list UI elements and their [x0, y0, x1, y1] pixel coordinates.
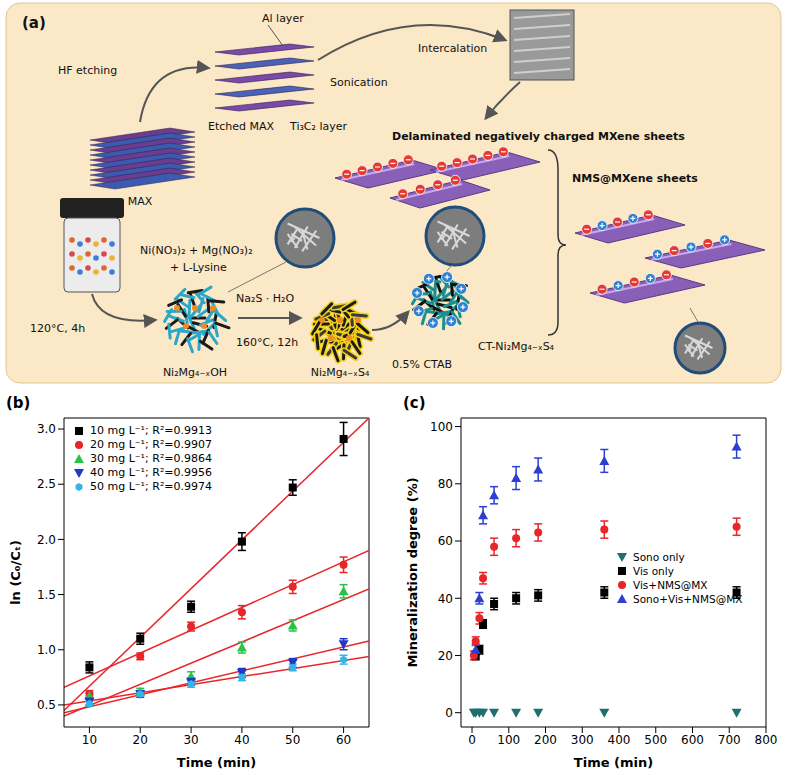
html-text:30 mg L⁻¹; R²=0.9864: 30 mg L⁻¹; R²=0.9864	[90, 452, 212, 465]
svg-text:0: 0	[445, 706, 453, 720]
svg-text:Intercalation: Intercalation	[418, 42, 487, 55]
svg-text:CT-Ni₂Mg₄₋ₓS₄: CT-Ni₂Mg₄₋ₓS₄	[478, 340, 555, 353]
html-text:Sono only: Sono only	[633, 551, 685, 563]
svg-text:(a): (a)	[22, 14, 46, 32]
svg-text:Ni(NO₃)₂ + Mg(NO₃)₂: Ni(NO₃)₂ + Mg(NO₃)₂	[140, 244, 253, 257]
svg-text:Etched MAX: Etched MAX	[208, 120, 275, 133]
svg-text:100: 100	[430, 420, 453, 434]
html-text:10 mg L⁻¹; R²=0.9913: 10 mg L⁻¹; R²=0.9913	[90, 424, 212, 437]
svg-text:Time (min): Time (min)	[574, 755, 653, 770]
svg-text:1.0: 1.0	[37, 643, 56, 657]
svg-text:Sonication: Sonication	[330, 76, 388, 89]
svg-text:2.5: 2.5	[37, 477, 56, 491]
svg-text:0: 0	[468, 733, 476, 747]
svg-text:300: 300	[571, 733, 594, 747]
svg-text:50: 50	[285, 733, 300, 747]
html-text:Vis only: Vis only	[633, 565, 674, 577]
svg-text:ln (C₀/Cₜ): ln (C₀/Cₜ)	[8, 540, 23, 605]
svg-text:Delaminated negatively charged: Delaminated negatively charged MXene she…	[392, 130, 685, 143]
svg-text:0.5: 0.5	[37, 698, 56, 712]
svg-text:2.0: 2.0	[37, 533, 56, 547]
html-text:(c): (c)	[403, 394, 426, 412]
svg-text:Ni₂Mg₄₋ₓOH: Ni₂Mg₄₋ₓOH	[163, 366, 227, 379]
svg-text:40: 40	[234, 733, 249, 747]
svg-text:Mineralization degree (%): Mineralization degree (%)	[405, 477, 420, 667]
html-text:50 mg L⁻¹; R²=0.9974: 50 mg L⁻¹; R²=0.9974	[90, 480, 212, 493]
svg-text:Na₂S · H₂O: Na₂S · H₂O	[236, 292, 295, 305]
svg-text:120°C, 4h: 120°C, 4h	[30, 322, 85, 335]
html-text:(b): (b)	[6, 394, 31, 412]
html-text:20 mg L⁻¹; R²=0.9907: 20 mg L⁻¹; R²=0.9907	[90, 438, 212, 451]
svg-text:100: 100	[497, 733, 520, 747]
svg-text:40: 40	[438, 592, 453, 606]
svg-text:Time (min): Time (min)	[177, 755, 256, 770]
svg-text:200: 200	[534, 733, 557, 747]
svg-text:20: 20	[438, 649, 453, 663]
html-text:Vis+NMS@MX: Vis+NMS@MX	[633, 579, 708, 591]
svg-text:20: 20	[133, 733, 148, 747]
html-text:Sono+Vis+NMS@MX: Sono+Vis+NMS@MX	[633, 593, 743, 605]
svg-text:MAX: MAX	[128, 195, 153, 208]
svg-text:400: 400	[608, 733, 631, 747]
svg-text:600: 600	[681, 733, 704, 747]
html-text:40 mg L⁻¹; R²=0.9956: 40 mg L⁻¹; R²=0.9956	[90, 466, 212, 479]
svg-text:700: 700	[718, 733, 741, 747]
svg-text:60: 60	[438, 534, 453, 548]
svg-text:+ L-Lysine: + L-Lysine	[170, 261, 227, 274]
svg-text:160°C, 12h: 160°C, 12h	[236, 336, 298, 349]
svg-text:Ni₂Mg₄₋ₓS₄: Ni₂Mg₄₋ₓS₄	[311, 366, 370, 379]
svg-text:800: 800	[755, 733, 778, 747]
svg-text:HF etching: HF etching	[58, 64, 117, 77]
svg-text:10: 10	[82, 733, 97, 747]
svg-text:1.5: 1.5	[37, 588, 56, 602]
svg-text:Al layer: Al layer	[262, 12, 304, 25]
svg-text:NMS@MXene sheets: NMS@MXene sheets	[572, 172, 698, 185]
svg-text:80: 80	[438, 477, 453, 491]
svg-text:30: 30	[183, 733, 198, 747]
svg-text:500: 500	[644, 733, 667, 747]
svg-text:3.0: 3.0	[37, 422, 56, 436]
svg-text:60: 60	[336, 733, 351, 747]
svg-text:Ti₃C₂ layer: Ti₃C₂ layer	[289, 120, 348, 133]
svg-text:0.5% CTAB: 0.5% CTAB	[392, 358, 452, 371]
